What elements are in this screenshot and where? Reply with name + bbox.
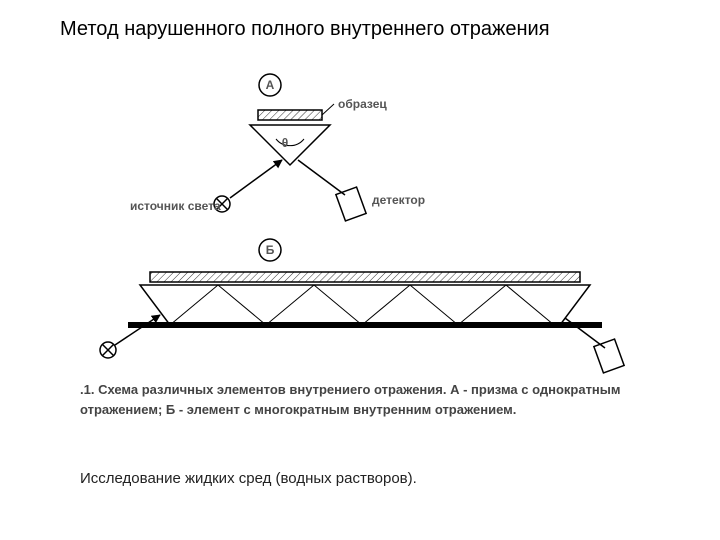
prism-a (250, 125, 330, 165)
exit-ray-a (298, 160, 345, 195)
panel-b: Б (100, 239, 624, 373)
incident-ray-b (115, 315, 160, 345)
source-label-a: источник света (130, 199, 221, 213)
sample-bar-b (150, 272, 580, 282)
internal-zigzag (170, 285, 560, 325)
panel-a-letter: А (266, 78, 275, 92)
detector-a (336, 187, 366, 221)
detector-label-a: детектор (372, 193, 425, 207)
atr-element-b (140, 285, 590, 325)
incident-ray-a (230, 160, 282, 198)
sample-label-a: образец (338, 97, 387, 111)
light-source-icon (100, 342, 116, 358)
theta-label: θ (282, 136, 289, 150)
panel-a: Аθ образец источник света детектор (130, 74, 425, 221)
detector-b (594, 339, 624, 373)
atr-diagram: Аθ образец источник света детектор Б (0, 0, 720, 540)
panel-b-letter: Б (266, 243, 275, 257)
sample-bar-a (258, 110, 322, 120)
